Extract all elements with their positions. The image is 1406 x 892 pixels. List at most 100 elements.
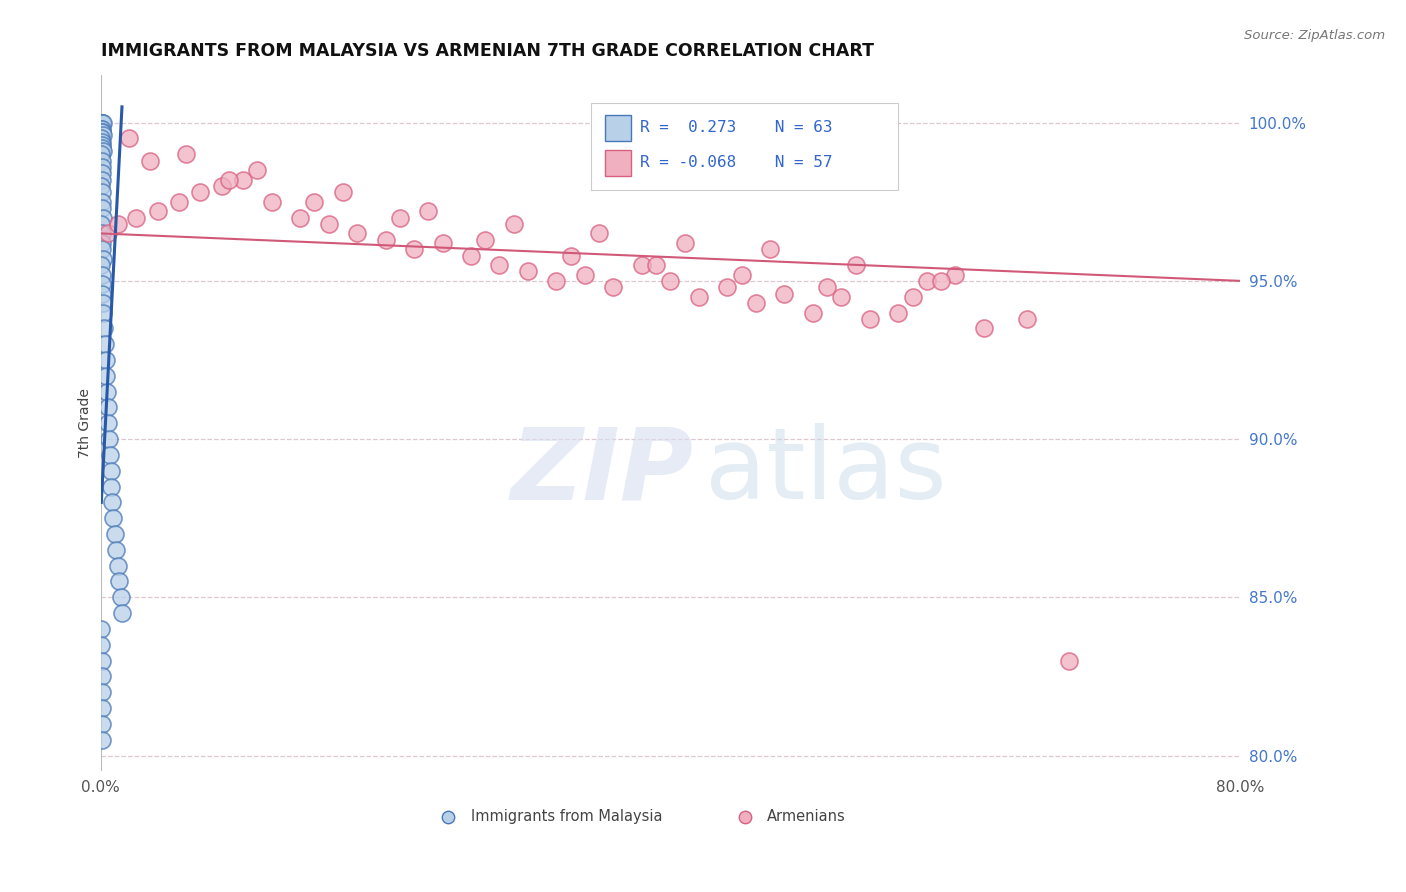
Point: [830, 290, 852, 304]
Point: [659, 274, 682, 288]
Point: [97, 417, 120, 431]
Point: [218, 172, 240, 186]
Point: [574, 268, 596, 282]
Point: [91, 194, 114, 209]
Point: [859, 311, 882, 326]
Point: [91, 125, 114, 139]
Text: Source: ZipAtlas.com: Source: ZipAtlas.com: [1244, 29, 1385, 42]
Point: [90, 160, 112, 174]
Text: atlas: atlas: [704, 424, 946, 521]
Point: [631, 258, 654, 272]
Point: [98, 432, 121, 446]
Point: [90, 622, 112, 636]
Point: [645, 258, 668, 272]
Text: IMMIGRANTS FROM MALAYSIA VS ARMENIAN 7TH GRADE CORRELATION CHART: IMMIGRANTS FROM MALAYSIA VS ARMENIAN 7TH…: [101, 42, 873, 60]
Point: [90, 116, 112, 130]
Point: [111, 606, 134, 620]
Point: [374, 233, 396, 247]
Point: [90, 122, 112, 136]
Point: [91, 277, 114, 291]
Point: [118, 131, 141, 145]
Point: [91, 296, 114, 310]
Point: [188, 186, 211, 200]
Point: [673, 235, 696, 250]
FancyBboxPatch shape: [591, 103, 898, 190]
Point: [90, 638, 112, 652]
Point: [745, 296, 768, 310]
Point: [91, 211, 114, 225]
Point: [107, 217, 129, 231]
Text: ZIP: ZIP: [510, 424, 693, 521]
Point: [90, 654, 112, 668]
Point: [101, 495, 124, 509]
Point: [346, 227, 368, 241]
Point: [110, 591, 132, 605]
Point: [90, 258, 112, 272]
Point: [91, 242, 114, 256]
Point: [688, 290, 710, 304]
Point: [93, 321, 115, 335]
Point: [90, 178, 112, 193]
Point: [90, 153, 112, 168]
Point: [474, 233, 496, 247]
Point: [139, 153, 162, 168]
Point: [91, 141, 114, 155]
Y-axis label: 7th Grade: 7th Grade: [79, 388, 93, 458]
Point: [560, 249, 582, 263]
Point: [90, 669, 112, 683]
Point: [91, 137, 114, 152]
Point: [815, 280, 838, 294]
Text: R = -0.068    N = 57: R = -0.068 N = 57: [640, 154, 832, 169]
Point: [246, 163, 269, 178]
Point: [91, 116, 114, 130]
Point: [100, 479, 122, 493]
Point: [90, 186, 112, 200]
Point: [90, 125, 112, 139]
Text: Immigrants from Malaysia: Immigrants from Malaysia: [471, 809, 662, 824]
Point: [97, 227, 120, 241]
Point: [773, 286, 796, 301]
Bar: [606, 115, 630, 141]
Point: [91, 166, 114, 180]
Point: [98, 448, 121, 462]
Point: [801, 305, 824, 319]
Point: [103, 511, 125, 525]
Point: [105, 542, 128, 557]
Point: [108, 574, 131, 589]
Point: [260, 194, 283, 209]
Point: [418, 204, 440, 219]
Bar: [606, 150, 630, 176]
Point: [915, 274, 938, 288]
Point: [731, 268, 754, 282]
Point: [96, 384, 118, 399]
Point: [107, 558, 129, 573]
Point: [91, 172, 114, 186]
Point: [174, 147, 197, 161]
Point: [845, 258, 868, 272]
Point: [502, 217, 524, 231]
Point: [90, 147, 112, 161]
Point: [602, 280, 624, 294]
Text: Armenians: Armenians: [768, 809, 846, 824]
Point: [460, 249, 482, 263]
Point: [211, 178, 233, 193]
Point: [94, 353, 117, 368]
Point: [402, 242, 425, 256]
Point: [91, 286, 114, 301]
Point: [91, 116, 114, 130]
Point: [432, 235, 454, 250]
Point: [91, 717, 114, 731]
Point: [146, 204, 169, 219]
Point: [288, 211, 311, 225]
Point: [91, 732, 114, 747]
Point: [90, 217, 112, 231]
Point: [232, 172, 254, 186]
Point: [90, 131, 112, 145]
Point: [91, 116, 114, 130]
Point: [94, 337, 117, 351]
Point: [488, 258, 510, 272]
Point: [973, 321, 995, 335]
Point: [332, 186, 354, 200]
Point: [97, 401, 120, 415]
Point: [929, 274, 952, 288]
